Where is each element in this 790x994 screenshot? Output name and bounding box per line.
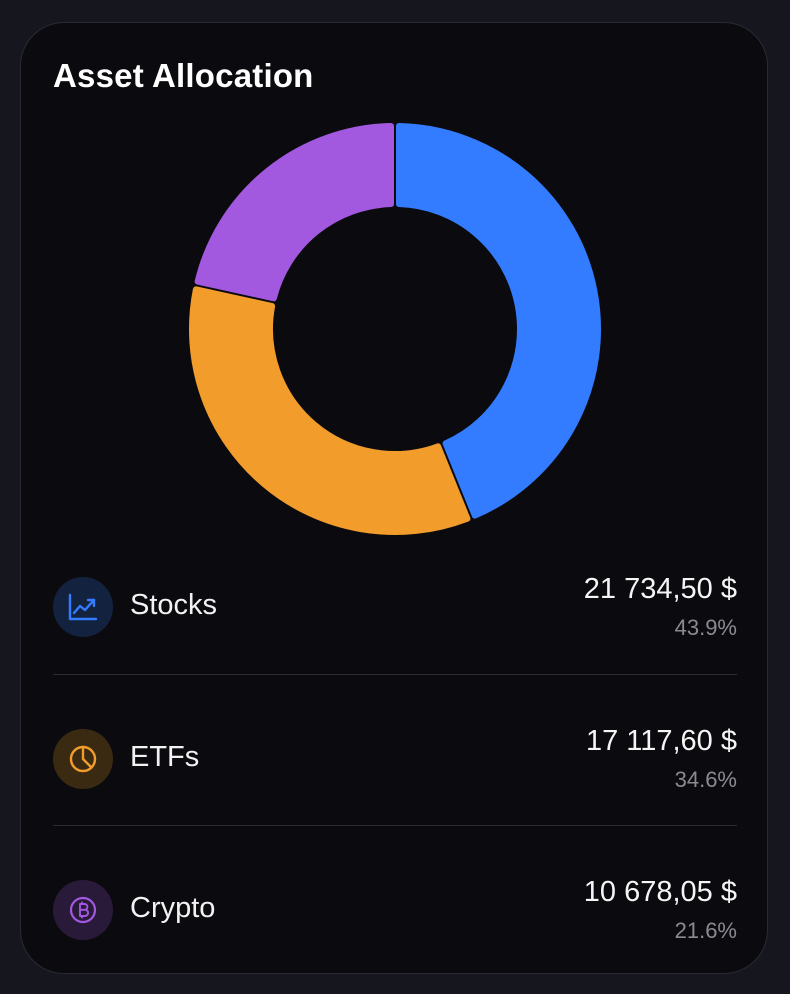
- trend-chart-icon: [68, 593, 98, 621]
- donut-slice-crypto[interactable]: [194, 123, 395, 302]
- allocation-row-stocks[interactable]: Stocks 21 734,50 $ 43.9%: [53, 523, 737, 674]
- row-percent: 43.9%: [674, 615, 737, 640]
- bitcoin-icon: [69, 896, 97, 924]
- row-percent: 21.6%: [674, 918, 737, 943]
- allocation-list: Stocks 21 734,50 $ 43.9% ETFs 17 117,60 …: [53, 523, 737, 976]
- card-title: Asset Allocation: [53, 57, 314, 94]
- row-label: Crypto: [130, 892, 216, 924]
- row-amount: 17 117,60 $: [585, 725, 737, 757]
- allocation-row-crypto[interactable]: Crypto 10 678,05 $ 21.6%: [53, 825, 737, 976]
- donut-slice-etfs[interactable]: [189, 286, 471, 535]
- pie-chart-icon: [69, 745, 97, 773]
- row-amount: 10 678,05 $: [583, 876, 737, 908]
- crypto-badge: [53, 880, 113, 940]
- stocks-badge: [53, 577, 113, 637]
- row-amount: 21 734,50 $: [583, 573, 737, 605]
- allocation-row-etfs[interactable]: ETFs 17 117,60 $ 34.6%: [53, 674, 737, 825]
- asset-allocation-card: Asset Allocation Stocks 21 734,50 $ 43.9…: [20, 22, 768, 974]
- donut-slice-stocks[interactable]: [395, 123, 601, 519]
- row-percent: 34.6%: [674, 767, 737, 792]
- etfs-badge: [53, 729, 113, 789]
- row-label: Stocks: [130, 589, 218, 621]
- donut-chart: [189, 123, 601, 535]
- row-label: ETFs: [130, 741, 200, 773]
